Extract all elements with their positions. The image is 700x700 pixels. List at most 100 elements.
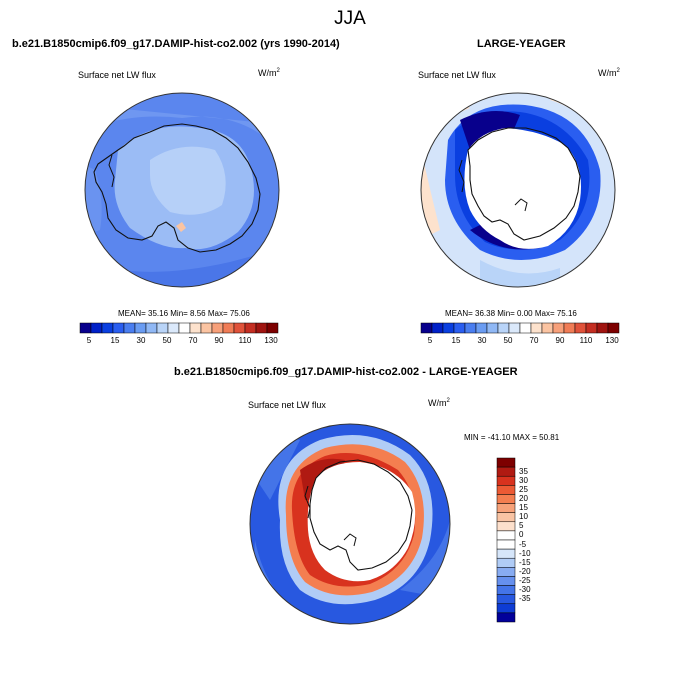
- colorbar-swatch: [496, 494, 516, 504]
- colorbar-tick-label: 25: [519, 484, 528, 494]
- panel2-variable-label: Surface net LW flux: [418, 70, 496, 80]
- colorbar-tick-label: 30: [519, 475, 528, 485]
- colorbar-tick-label: 5: [427, 336, 433, 345]
- colorbar-swatch: [496, 457, 516, 468]
- colorbar-tick-label: 5: [519, 521, 524, 531]
- colorbar-swatch: [563, 322, 576, 334]
- colorbar-swatch: [145, 322, 158, 334]
- colorbar-swatch: [497, 322, 510, 334]
- panel2-antarctica-coast: [467, 127, 581, 241]
- colorbar-swatch: [156, 322, 169, 334]
- colorbar-swatch: [496, 512, 516, 523]
- colorbar-swatch: [244, 322, 257, 334]
- colorbar-tick-label: 130: [264, 336, 278, 345]
- colorbar-swatch: [496, 567, 516, 577]
- colorbar-tick-label: 20: [519, 494, 528, 503]
- colorbar-tick-label: 130: [605, 336, 619, 345]
- colorbar-swatch: [496, 530, 516, 541]
- colorbar-swatch: [596, 322, 609, 334]
- panel2-stats: MEAN= 36.38 Min= 0.00 Max= 75.16: [445, 309, 577, 318]
- colorbar-swatch: [79, 322, 92, 334]
- colorbar-tick-label: 90: [555, 336, 565, 345]
- colorbar-tick-label: 35: [519, 466, 528, 476]
- colorbar-swatch: [178, 322, 191, 334]
- colorbar-tick-label: -35: [519, 594, 531, 604]
- panel2-units: W/m2: [598, 68, 620, 78]
- colorbar-swatch: [496, 612, 516, 623]
- colorbar-swatch: [101, 322, 114, 334]
- colorbar-swatch: [222, 322, 235, 334]
- colorbar-swatch: [189, 322, 202, 334]
- colorbar-tick-label: -20: [519, 566, 531, 576]
- colorbar-tick-label: 30: [136, 336, 146, 345]
- panel3-variable-label: Surface net LW flux: [248, 400, 326, 410]
- page-title: JJA: [334, 8, 366, 29]
- panel1-polar-map: [85, 93, 279, 287]
- panel1-header: b.e21.B1850cmip6.f09_g17.DAMIP-hist-co2.…: [12, 38, 340, 50]
- colorbar-swatch: [496, 503, 516, 513]
- colorbar-tick-label: -15: [519, 557, 531, 567]
- panel3-stats: MIN = -41.10 MAX = 50.81: [464, 433, 560, 442]
- colorbar-tick-label: 0: [519, 530, 524, 540]
- colorbar-swatch: [200, 322, 213, 334]
- colorbar-swatch: [496, 548, 516, 559]
- colorbar-swatch: [496, 585, 516, 595]
- colorbar-swatch: [496, 475, 516, 486]
- panel1-stats: MEAN= 35.16 Min= 8.56 Max= 75.06: [118, 309, 250, 318]
- colorbar-swatch: [607, 322, 620, 334]
- colorbar-tick-label: 70: [529, 336, 539, 345]
- colorbar-swatch: [431, 322, 444, 334]
- colorbar-swatch: [541, 322, 554, 334]
- panel3-map-border: [249, 423, 451, 625]
- panel2-polar-map: [421, 93, 615, 287]
- colorbar-swatch: [442, 322, 455, 334]
- colorbar-swatch: [496, 557, 516, 568]
- panel2-header: LARGE-YEAGER: [477, 38, 566, 50]
- colorbar-swatch: [420, 322, 433, 334]
- colorbar-tick-label: -10: [519, 548, 531, 558]
- panel2-map-border: [420, 92, 616, 288]
- colorbar-swatch: [255, 322, 268, 334]
- colorbar-swatch: [552, 322, 565, 334]
- colorbar-swatch: [496, 466, 516, 477]
- colorbar-tick-label: 110: [579, 336, 593, 345]
- colorbar-swatch: [496, 594, 516, 605]
- colorbar-swatch: [496, 576, 516, 586]
- colorbar-swatch: [486, 322, 499, 334]
- colorbar-tick-label: 15: [519, 503, 528, 513]
- colorbar-swatch: [233, 322, 246, 334]
- colorbar-swatch: [585, 322, 598, 334]
- panel1-map-border: [84, 92, 280, 288]
- colorbar-tick-label: 30: [477, 336, 487, 345]
- colorbar-swatch: [508, 322, 521, 334]
- colorbar-tick-label: -25: [519, 576, 531, 585]
- colorbar-tick-label: -30: [519, 585, 531, 595]
- colorbar-swatch: [134, 322, 147, 334]
- colorbar-tick-label: -5: [519, 539, 527, 549]
- colorbar-swatch: [123, 322, 136, 334]
- colorbar-swatch: [519, 322, 532, 334]
- colorbar-swatch: [496, 539, 516, 550]
- colorbar-tick-label: 110: [238, 336, 252, 345]
- colorbar-tick-label: 70: [188, 336, 198, 345]
- panel3-polar-map: [250, 424, 450, 624]
- colorbar-tick-label: 50: [162, 336, 172, 345]
- colorbar-swatch: [496, 603, 516, 614]
- colorbar-swatch: [496, 485, 516, 495]
- panel2-colorbar: [420, 322, 620, 334]
- colorbar-tick-label: 5: [86, 336, 92, 345]
- colorbar-tick-label: 50: [503, 336, 513, 345]
- colorbar-swatch: [496, 521, 516, 532]
- colorbar-swatch: [464, 322, 477, 334]
- panel3-units: W/m2: [428, 398, 450, 408]
- panel1-units: W/m2: [258, 68, 280, 78]
- colorbar-swatch: [453, 322, 466, 334]
- panel3-antarctica-coast: [309, 459, 413, 571]
- colorbar-swatch: [211, 322, 224, 334]
- panel1-colorbar: [79, 322, 279, 334]
- colorbar-tick-label: 15: [451, 336, 461, 345]
- colorbar-swatch: [266, 322, 279, 334]
- panel1-antarctica-coast: [93, 123, 261, 253]
- colorbar-swatch: [167, 322, 180, 334]
